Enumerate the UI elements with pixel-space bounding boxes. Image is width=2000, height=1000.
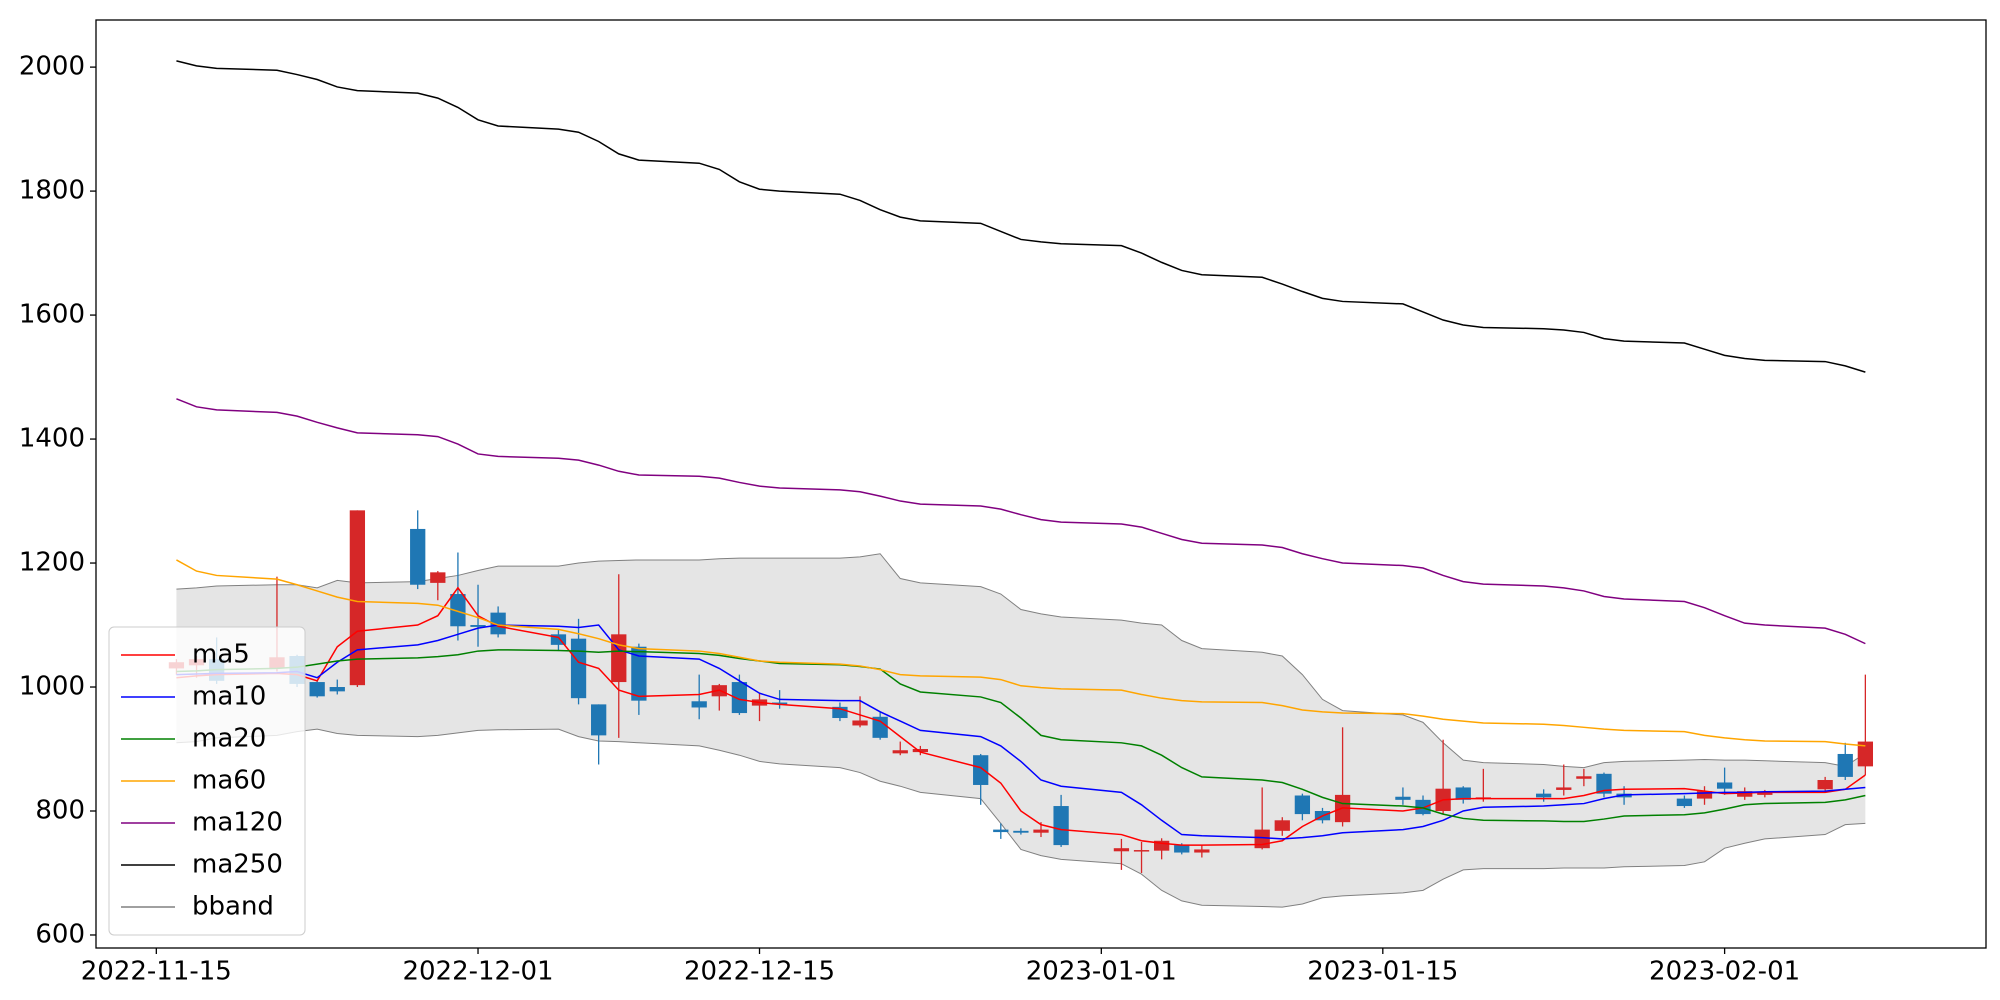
- candle-body: [1576, 776, 1592, 779]
- plot-frame: [95, 19, 1987, 949]
- candle-body: [1837, 753, 1853, 777]
- ma-line: [176, 624, 1866, 840]
- legend-box: [108, 626, 306, 936]
- candle-body: [1194, 849, 1210, 853]
- candle-body: [1696, 791, 1713, 799]
- candle-body: [470, 625, 486, 627]
- candle-body: [1857, 741, 1874, 767]
- candle-body: [570, 638, 587, 699]
- band-lower: [176, 728, 1866, 908]
- legend-label: ma10: [192, 682, 266, 712]
- candle-body: [1153, 840, 1170, 851]
- ma-line: [176, 559, 1866, 747]
- candle-body: [1415, 799, 1431, 815]
- x-tick-label: 2023-02-01: [1649, 957, 1800, 987]
- candle-body: [631, 646, 647, 701]
- y-tick-label: 1600: [19, 300, 85, 330]
- candle-body: [1395, 796, 1411, 800]
- legend-label: bband: [192, 892, 274, 922]
- candle-body: [1817, 780, 1833, 790]
- candle-body: [1596, 773, 1612, 794]
- ma-line: [176, 649, 1866, 823]
- candle-body: [1174, 845, 1190, 853]
- y-tick-label: 1200: [19, 548, 85, 578]
- x-tick-label: 2022-11-15: [81, 957, 232, 987]
- candle-body: [1676, 798, 1693, 807]
- y-tick-label: 1000: [19, 672, 85, 702]
- candle-body: [1716, 782, 1733, 789]
- y-tick-label: 800: [35, 796, 85, 826]
- candle-body: [1455, 787, 1471, 800]
- candle-body: [1254, 829, 1270, 849]
- candle-body: [1556, 787, 1572, 790]
- candle-body: [1133, 850, 1150, 852]
- candle-body: [1013, 830, 1029, 833]
- candle-body: [832, 706, 848, 719]
- x-tick-label: 2023-01-15: [1307, 957, 1458, 987]
- candle-body: [731, 682, 748, 714]
- candle-body: [1053, 806, 1069, 846]
- candle-body: [973, 755, 989, 785]
- candle-body: [309, 682, 325, 697]
- ma-line: [176, 398, 1866, 645]
- candle-body: [591, 704, 607, 736]
- y-tick-label: 1400: [19, 424, 85, 454]
- candle-body: [1757, 793, 1773, 795]
- legend-label: ma120: [192, 808, 283, 838]
- candle-body: [912, 749, 929, 753]
- candle-body: [1033, 829, 1049, 833]
- candle-body: [993, 829, 1009, 833]
- candle-body: [490, 612, 506, 635]
- candle-body: [410, 528, 426, 585]
- candle-body: [691, 701, 707, 708]
- ma-line: [176, 60, 1866, 373]
- legend-label: ma250: [192, 850, 283, 880]
- legend-label: ma60: [192, 766, 266, 796]
- candle-body: [349, 510, 366, 686]
- candle-body: [771, 702, 788, 705]
- x-tick-label: 2022-12-15: [684, 957, 835, 987]
- candle-body: [1113, 848, 1130, 852]
- candle-body: [892, 750, 908, 754]
- legend-label: ma5: [192, 640, 250, 670]
- candle-body: [1536, 793, 1552, 798]
- candle-body: [611, 634, 627, 683]
- x-tick-label: 2022-12-01: [402, 957, 553, 987]
- x-tick-label: 2023-01-01: [1026, 957, 1177, 987]
- candle-body: [450, 594, 466, 627]
- y-tick-label: 600: [35, 919, 85, 949]
- y-tick-label: 1800: [19, 176, 85, 206]
- band-fill: [176, 553, 1866, 908]
- candle-body: [329, 687, 345, 692]
- candle-body: [1737, 791, 1753, 797]
- legend-label: ma20: [192, 724, 266, 754]
- candle-body: [872, 716, 888, 738]
- y-tick-label: 2000: [19, 52, 85, 82]
- ma-line: [176, 586, 1866, 846]
- candle-body: [430, 572, 446, 583]
- candle-body: [550, 634, 567, 645]
- legend: ma5 ma10 ma20 ma60 ma120 ma250 bband: [108, 626, 306, 936]
- candle-body: [1294, 795, 1311, 815]
- candle-body: [852, 720, 868, 726]
- candle-body: [1274, 820, 1290, 831]
